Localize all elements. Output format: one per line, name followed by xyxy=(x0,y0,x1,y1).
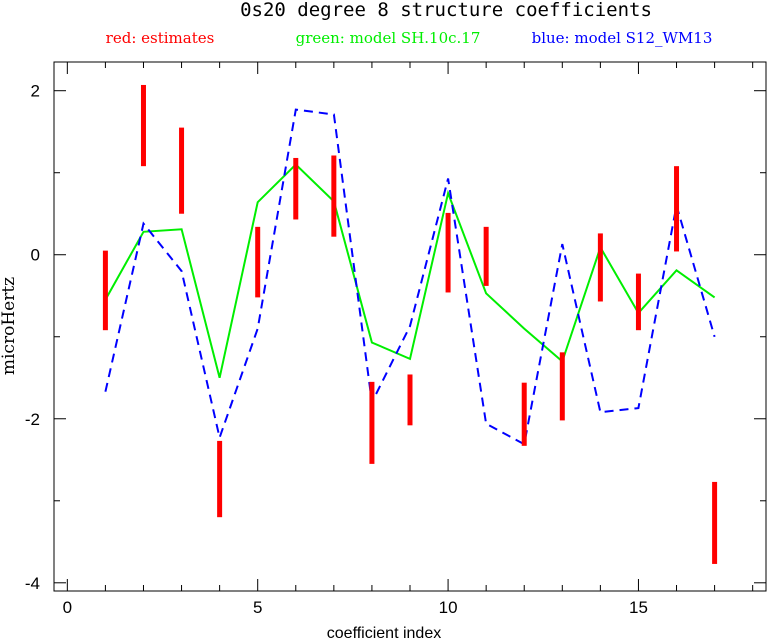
estimate-bar xyxy=(445,212,451,293)
x-tick-label: 5 xyxy=(253,598,262,617)
estimate-bar xyxy=(293,157,299,220)
estimate-bar xyxy=(369,381,375,464)
y-tick-label: -4 xyxy=(25,574,40,593)
x-tick-label: 15 xyxy=(629,598,648,617)
model-series xyxy=(104,108,716,446)
estimate-bar xyxy=(597,233,603,302)
estimate-bar xyxy=(674,166,680,252)
estimate-bar xyxy=(521,382,527,446)
x-tick-label: 10 xyxy=(439,598,458,617)
y-tick-label: 0 xyxy=(31,246,40,265)
estimate-bars xyxy=(102,84,718,564)
legend-estimates: red: estimates xyxy=(106,29,215,47)
estimate-bar xyxy=(407,374,413,426)
y-axis-label: microHertz xyxy=(0,277,19,375)
series-line-s12wm13 xyxy=(104,108,716,446)
y-tick-label: 2 xyxy=(31,82,40,101)
x-tick-label: 0 xyxy=(63,598,72,617)
estimate-bar xyxy=(179,127,185,214)
estimate-bar xyxy=(559,352,565,421)
estimate-bar xyxy=(712,481,718,564)
estimate-bar xyxy=(217,440,223,518)
axis-ticks xyxy=(54,62,766,591)
estimate-bar xyxy=(331,155,337,237)
estimate-bar xyxy=(102,250,108,331)
estimate-bar xyxy=(140,84,146,167)
legend-model-s12wm13: blue: model S12_WM13 xyxy=(532,29,713,47)
legend-model-sh10c17: green: model SH.10c.17 xyxy=(296,29,481,47)
estimate-bar xyxy=(255,226,261,298)
estimate-bar xyxy=(483,226,489,286)
x-axis-label: coefficient index xyxy=(327,625,441,641)
chart-title: 0s20 degree 8 structure coefficients xyxy=(240,0,652,21)
y-tick-label: -2 xyxy=(25,410,40,429)
estimate-bar xyxy=(635,273,641,331)
series-line-sh10c17 xyxy=(104,163,716,379)
